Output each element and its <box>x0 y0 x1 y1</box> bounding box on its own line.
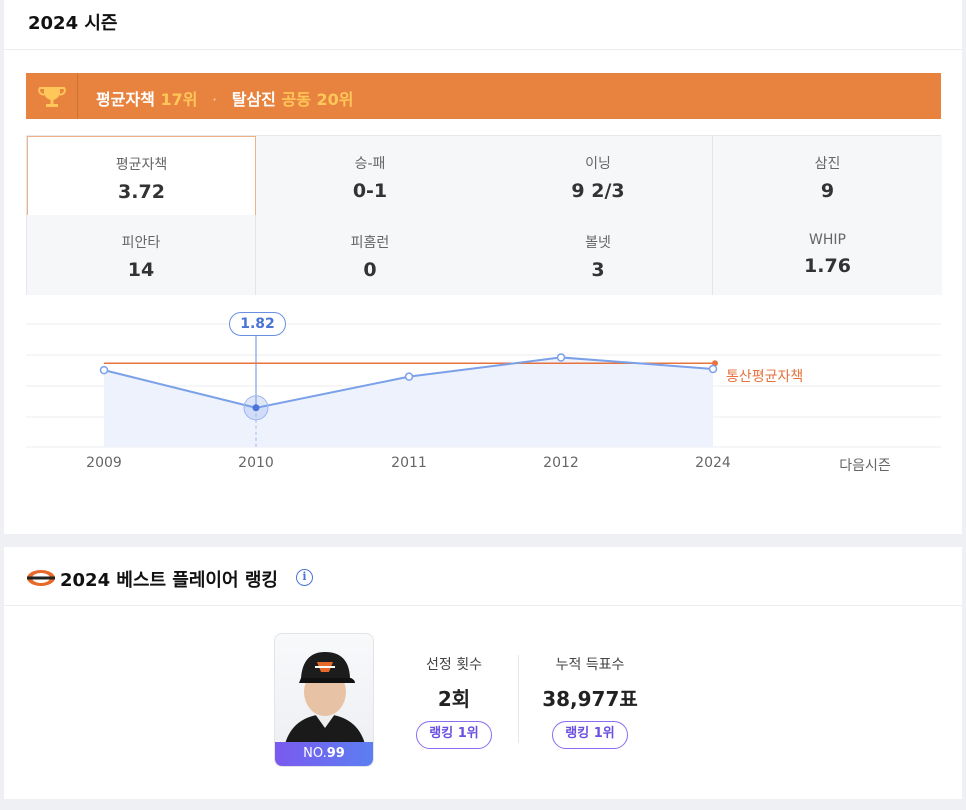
best-player-title: 2024 베스트 플레이어 랭킹 <box>60 570 278 591</box>
best-player-card: 2024 베스트 플레이어 랭킹 i NO.99 선정 횟수 2회 랭킹 1위 … <box>4 547 962 799</box>
stat-cell-whip[interactable]: WHIP 1.76 <box>713 215 942 295</box>
player-card[interactable]: NO.99 <box>274 633 374 767</box>
stat-value: 0 <box>363 259 377 281</box>
trophy-icon <box>26 73 78 119</box>
stats-grid: 평균자책 3.72 승-패 0-1 이닝 9 2/3 삼진 9 피안타 14 피… <box>26 135 942 295</box>
era-rank-value: 17위 <box>160 90 198 109</box>
x-tick-label[interactable]: 2011 <box>391 455 427 471</box>
stat-cell-win-loss[interactable]: 승-패 0-1 <box>256 136 485 216</box>
stat-value: 9 2/3 <box>571 180 625 202</box>
ranking-banner: 평균자책 17위 · 탈삼진 공동 20위 <box>26 73 941 119</box>
metric-label: 선정 횟수 <box>426 657 482 673</box>
data-point <box>556 353 566 362</box>
x-tick-label[interactable]: 2024 <box>695 455 731 471</box>
chart-area <box>104 357 713 447</box>
stat-label: 볼넷 <box>585 235 611 251</box>
stat-value: 9 <box>820 180 835 202</box>
vote-count-metric: 누적 득표수 38,977표 랭킹 1위 <box>530 654 650 749</box>
stat-label: 승-패 <box>354 156 386 172</box>
stat-label: 이닝 <box>585 156 611 172</box>
player-number: NO.99 <box>275 742 373 766</box>
stat-cell-strikeouts[interactable]: 삼진 9 <box>713 136 942 216</box>
stat-label: WHIP <box>809 232 846 248</box>
data-point <box>708 364 718 374</box>
stat-cell-walks[interactable]: 볼넷 3 <box>484 215 713 295</box>
stat-value: 0-1 <box>352 180 388 202</box>
career-era-legend: 통산평균자책 <box>726 369 804 385</box>
rank-badge[interactable]: 랭킹 1위 <box>416 721 492 749</box>
metric-divider <box>518 655 519 743</box>
so-rank-label: 탈삼진 <box>231 90 276 109</box>
stat-value: 3.72 <box>118 181 165 203</box>
stat-value: 14 <box>127 259 155 281</box>
x-tick-label[interactable]: 2010 <box>238 455 274 471</box>
stat-cell-home-runs[interactable]: 피홈런 0 <box>256 215 485 295</box>
metric-value: 2회 <box>437 687 471 711</box>
player-photo <box>285 652 365 744</box>
season-title: 2024 시즌 <box>28 13 118 34</box>
stat-label: 삼진 <box>814 156 841 172</box>
data-point <box>252 404 260 412</box>
metric-value: 38,977표 <box>542 687 638 711</box>
info-icon[interactable]: i <box>296 569 313 586</box>
next-season-label[interactable]: 다음시즌 <box>839 458 891 474</box>
rank-badge[interactable]: 랭킹 1위 <box>552 721 628 749</box>
data-point <box>99 365 109 375</box>
chart-tooltip: 1.82 <box>229 312 286 336</box>
team-logo-icon <box>27 570 55 586</box>
stat-value: 1.76 <box>804 255 851 277</box>
era-line-chart <box>26 323 941 448</box>
stat-cell-innings[interactable]: 이닝 9 2/3 <box>484 136 713 216</box>
player-number-prefix: NO. <box>303 746 327 761</box>
divider <box>4 49 962 50</box>
data-point <box>404 372 414 381</box>
metric-label: 누적 득표수 <box>555 657 625 673</box>
stat-value: 3 <box>591 259 605 281</box>
x-tick-label[interactable]: 2012 <box>543 455 579 471</box>
career-era-dot <box>712 360 718 367</box>
x-tick-label[interactable]: 2009 <box>86 455 122 471</box>
stat-label: 평균자책 <box>115 157 168 173</box>
divider <box>4 605 962 606</box>
era-rank-label: 평균자책 <box>96 90 155 109</box>
stat-label: 피안타 <box>121 235 161 251</box>
stat-cell-hits[interactable]: 피안타 14 <box>27 215 256 295</box>
player-number-value: 99 <box>326 746 345 761</box>
season-card: 2024 시즌 평균자책 17위 · 탈삼진 공동 20위 평균자책 3.72 … <box>4 0 962 534</box>
so-rank-value: 공동 20위 <box>281 90 354 109</box>
stat-cell-era[interactable]: 평균자책 3.72 <box>27 136 256 216</box>
stat-label: 피홈런 <box>350 235 390 251</box>
selection-count-metric: 선정 횟수 2회 랭킹 1위 <box>394 654 514 749</box>
banner-separator: · <box>212 90 218 109</box>
